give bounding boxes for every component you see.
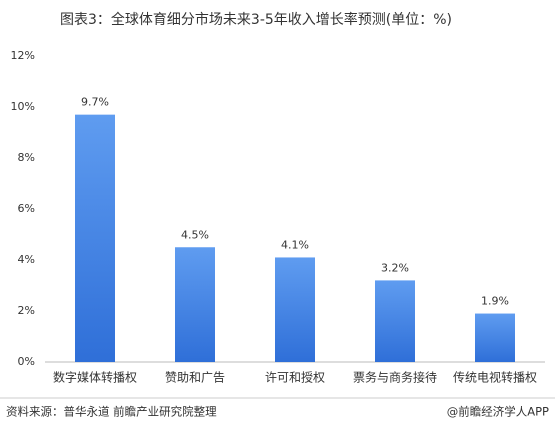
- bar: [275, 257, 315, 362]
- value-label: 3.2%: [381, 261, 409, 274]
- x-tick-label: 传统电视转播权: [453, 370, 537, 385]
- y-tick-label: 8%: [18, 151, 35, 164]
- source: 资料来源：普华永道 前瞻产业研究院整理: [6, 405, 217, 419]
- y-tick-label: 4%: [18, 253, 35, 266]
- y-tick-label: 2%: [18, 304, 35, 317]
- x-tick-label: 许可和授权: [265, 370, 325, 385]
- value-label: 4.5%: [181, 228, 209, 241]
- y-tick-label: 10%: [11, 100, 35, 113]
- chart-title: 图表3：全球体育细分市场未来3-5年收入增长率预测(单位：%): [60, 11, 452, 28]
- bar: [175, 247, 215, 362]
- value-label: 1.9%: [481, 295, 509, 308]
- y-tick-label: 6%: [18, 202, 35, 215]
- value-label: 9.7%: [81, 96, 109, 109]
- y-tick-label: 0%: [18, 355, 35, 368]
- bar: [75, 114, 115, 363]
- x-tick-label: 数字媒体转播权: [53, 370, 137, 385]
- y-tick-label: 12%: [11, 49, 35, 62]
- credit: @前瞻经济学人APP: [447, 405, 549, 419]
- value-label: 4.1%: [281, 238, 309, 251]
- bar: [475, 313, 515, 362]
- x-tick-label: 票务与商务接待: [353, 370, 437, 385]
- bar: [375, 280, 415, 362]
- x-tick-label: 赞助和广告: [165, 371, 225, 385]
